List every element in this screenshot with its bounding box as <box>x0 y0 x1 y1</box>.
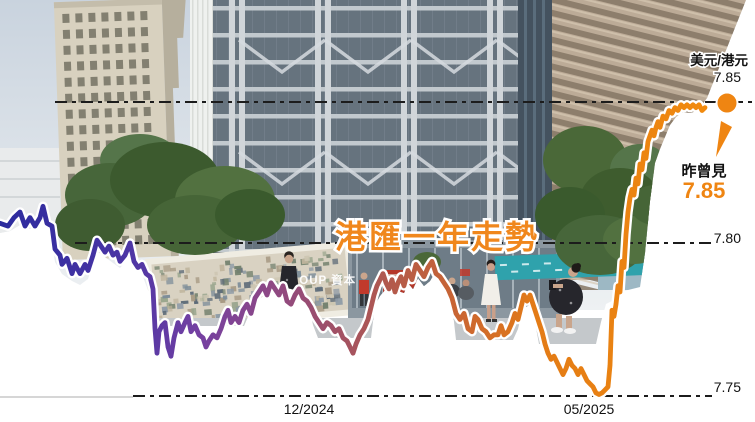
chart-title: 港匯一年走勢 <box>335 219 539 255</box>
gridlines <box>55 101 755 397</box>
rate-line <box>0 102 708 397</box>
white-dress-woman <box>481 259 501 322</box>
wall-sign-text: GROUP 資本 <box>280 273 356 287</box>
end-marker <box>715 91 739 157</box>
marker-pointer <box>716 121 732 157</box>
annotation-label: 昨曾見 <box>681 162 726 180</box>
crouching-photographer <box>549 263 583 334</box>
marker-dot <box>715 91 739 115</box>
axis-pair-label: 美元/港元 <box>690 52 748 68</box>
trees-left <box>55 134 285 255</box>
x-label-dec2024: 12/2024 <box>284 401 335 417</box>
y-label-785: 7.85 <box>714 69 741 85</box>
red-shirt-person <box>359 272 369 306</box>
annotation-value: 7.85 <box>683 178 726 203</box>
y-label-775: 7.75 <box>714 379 741 395</box>
y-label-780: 7.80 <box>714 230 741 246</box>
x-label-may2025: 05/2025 <box>564 401 615 417</box>
